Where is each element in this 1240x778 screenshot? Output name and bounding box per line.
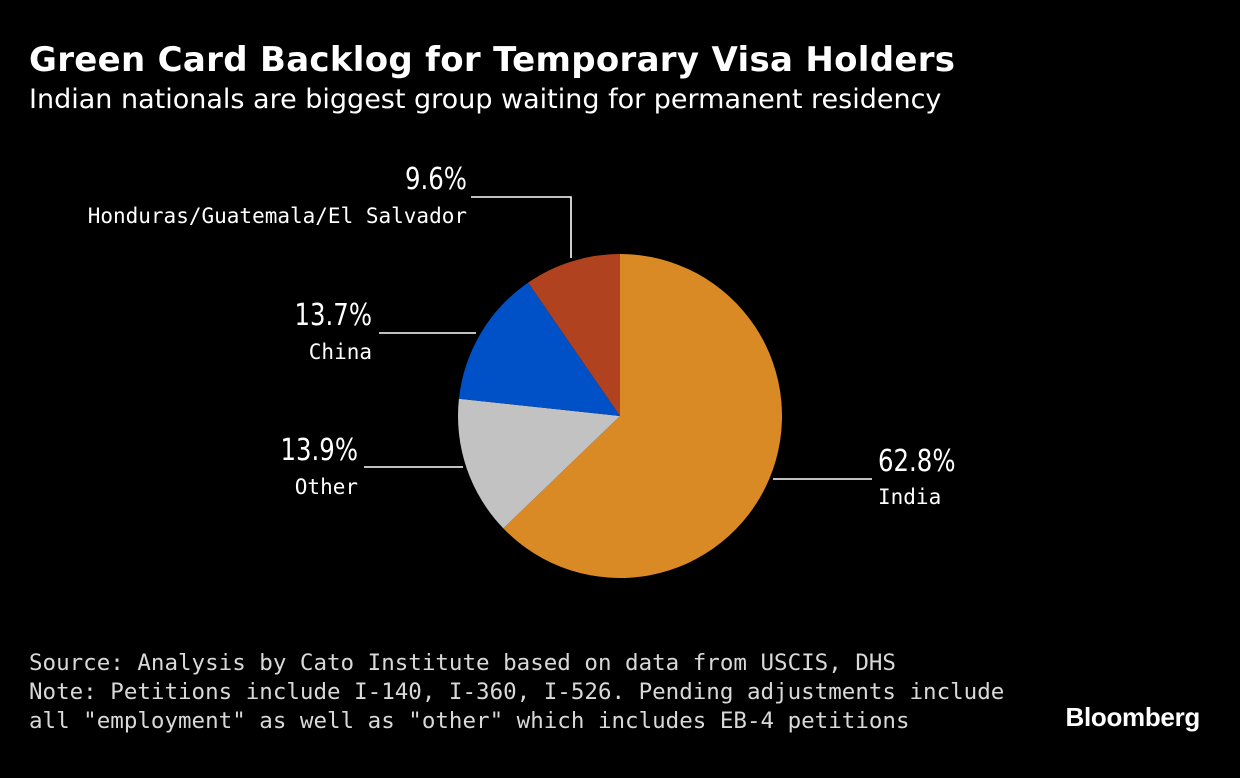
value-label-other: 13.9% — [281, 433, 359, 468]
pie-slices — [457, 254, 783, 578]
footnote-line-2: all "employment" as well as "other" whic… — [29, 708, 910, 734]
chart-subtitle: Indian nationals are biggest group waiti… — [29, 84, 942, 115]
pie-slice-honduras-guatemala-el-salvador — [528, 254, 620, 416]
leader-lines — [364, 196, 872, 480]
source-note: Source: Analysis by Cato Institute based… — [29, 650, 896, 676]
category-label-honduras-guatemala-el-salvador: Honduras/Guatemala/El Salvador — [88, 204, 467, 228]
category-label-other: Other — [295, 475, 358, 499]
value-label-india: 62.8% — [878, 444, 956, 479]
pie-chart: 62.8% India 13.9% Other 13.7% China 9.6% Hondur… — [88, 162, 956, 578]
bloomberg-logo: Bloomberg — [1065, 702, 1200, 732]
chart-footer: Source: Analysis by Cato Institute based… — [29, 649, 1004, 736]
value-label-china: 13.7% — [295, 298, 373, 333]
leader-line-honduras-guatemala-el-salvador — [471, 196, 572, 258]
category-label-china: China — [309, 340, 372, 364]
chart-title: Green Card Backlog for Temporary Visa Ho… — [29, 40, 956, 80]
footnote-line-1: Note: Petitions include I-140, I-360, I-… — [29, 679, 1005, 705]
value-label-honduras-guatemala-el-salvador: 9.6% — [405, 162, 467, 197]
pie-slice-india — [503, 254, 783, 578]
category-label-india: India — [878, 485, 941, 509]
pie-slice-other — [457, 398, 620, 529]
slice-labels: 62.8% India 13.9% Other 13.7% China 9.6% Hondur… — [88, 162, 956, 509]
pie-slice-china — [458, 282, 620, 416]
